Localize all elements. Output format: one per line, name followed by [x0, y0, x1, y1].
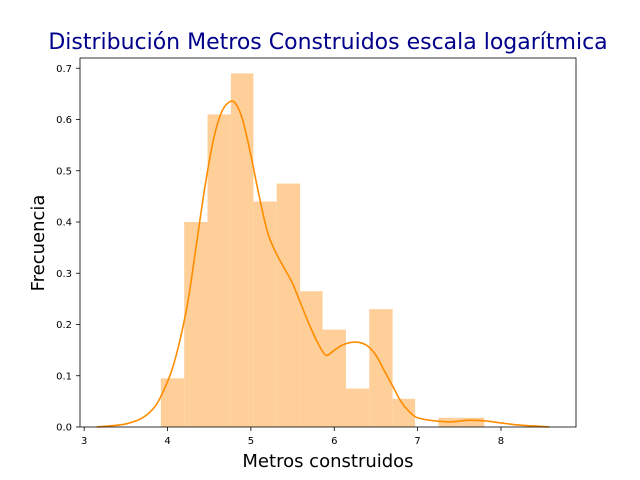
y-tick-label: 0.1: [56, 371, 72, 382]
histogram-bar: [392, 398, 416, 427]
x-tick-label: 7: [414, 436, 420, 447]
histogram-bar: [160, 378, 185, 427]
y-axis-label: Frecuencia: [28, 195, 49, 292]
x-axis-ticks: 3 4 5 6 7 8: [81, 427, 504, 447]
plot-frame: [79, 57, 577, 428]
kde-curve: [96, 100, 550, 428]
y-tick-label: 0.0: [56, 423, 72, 434]
histogram-bar: [276, 183, 301, 427]
histogram-bar: [461, 417, 485, 427]
x-tick-label: 3: [81, 436, 87, 447]
y-tick-label: 0.2: [56, 320, 72, 331]
y-tick-label: 0.5: [56, 166, 72, 177]
histogram-bar: [184, 222, 208, 427]
y-axis-ticks: 0.0 0.1 0.2 0.3 0.4 0.5 0.6 0.7: [56, 64, 80, 434]
histogram-bar: [230, 73, 254, 428]
kde-curve-layer: [96, 100, 550, 428]
x-tick-label: 5: [248, 436, 254, 447]
y-tick-label: 0.6: [56, 115, 72, 126]
histogram-bars: [160, 73, 485, 428]
x-tick-label: 6: [331, 436, 337, 447]
y-tick-label: 0.3: [56, 269, 72, 280]
y-tick-label: 0.7: [56, 64, 72, 75]
histogram-bar: [253, 201, 277, 427]
x-axis-label: Metros construidos: [242, 451, 413, 472]
histogram-bar: [322, 329, 346, 428]
histogram-bar: [369, 309, 393, 428]
histogram-bar: [300, 291, 323, 427]
chart-title: Distribución Metros Construidos escala l…: [48, 30, 607, 55]
histogram-bar: [345, 388, 370, 427]
histogram-bar: [207, 114, 231, 428]
y-tick-label: 0.4: [56, 218, 72, 229]
x-tick-label: 4: [164, 436, 170, 447]
x-tick-label: 8: [498, 436, 504, 447]
